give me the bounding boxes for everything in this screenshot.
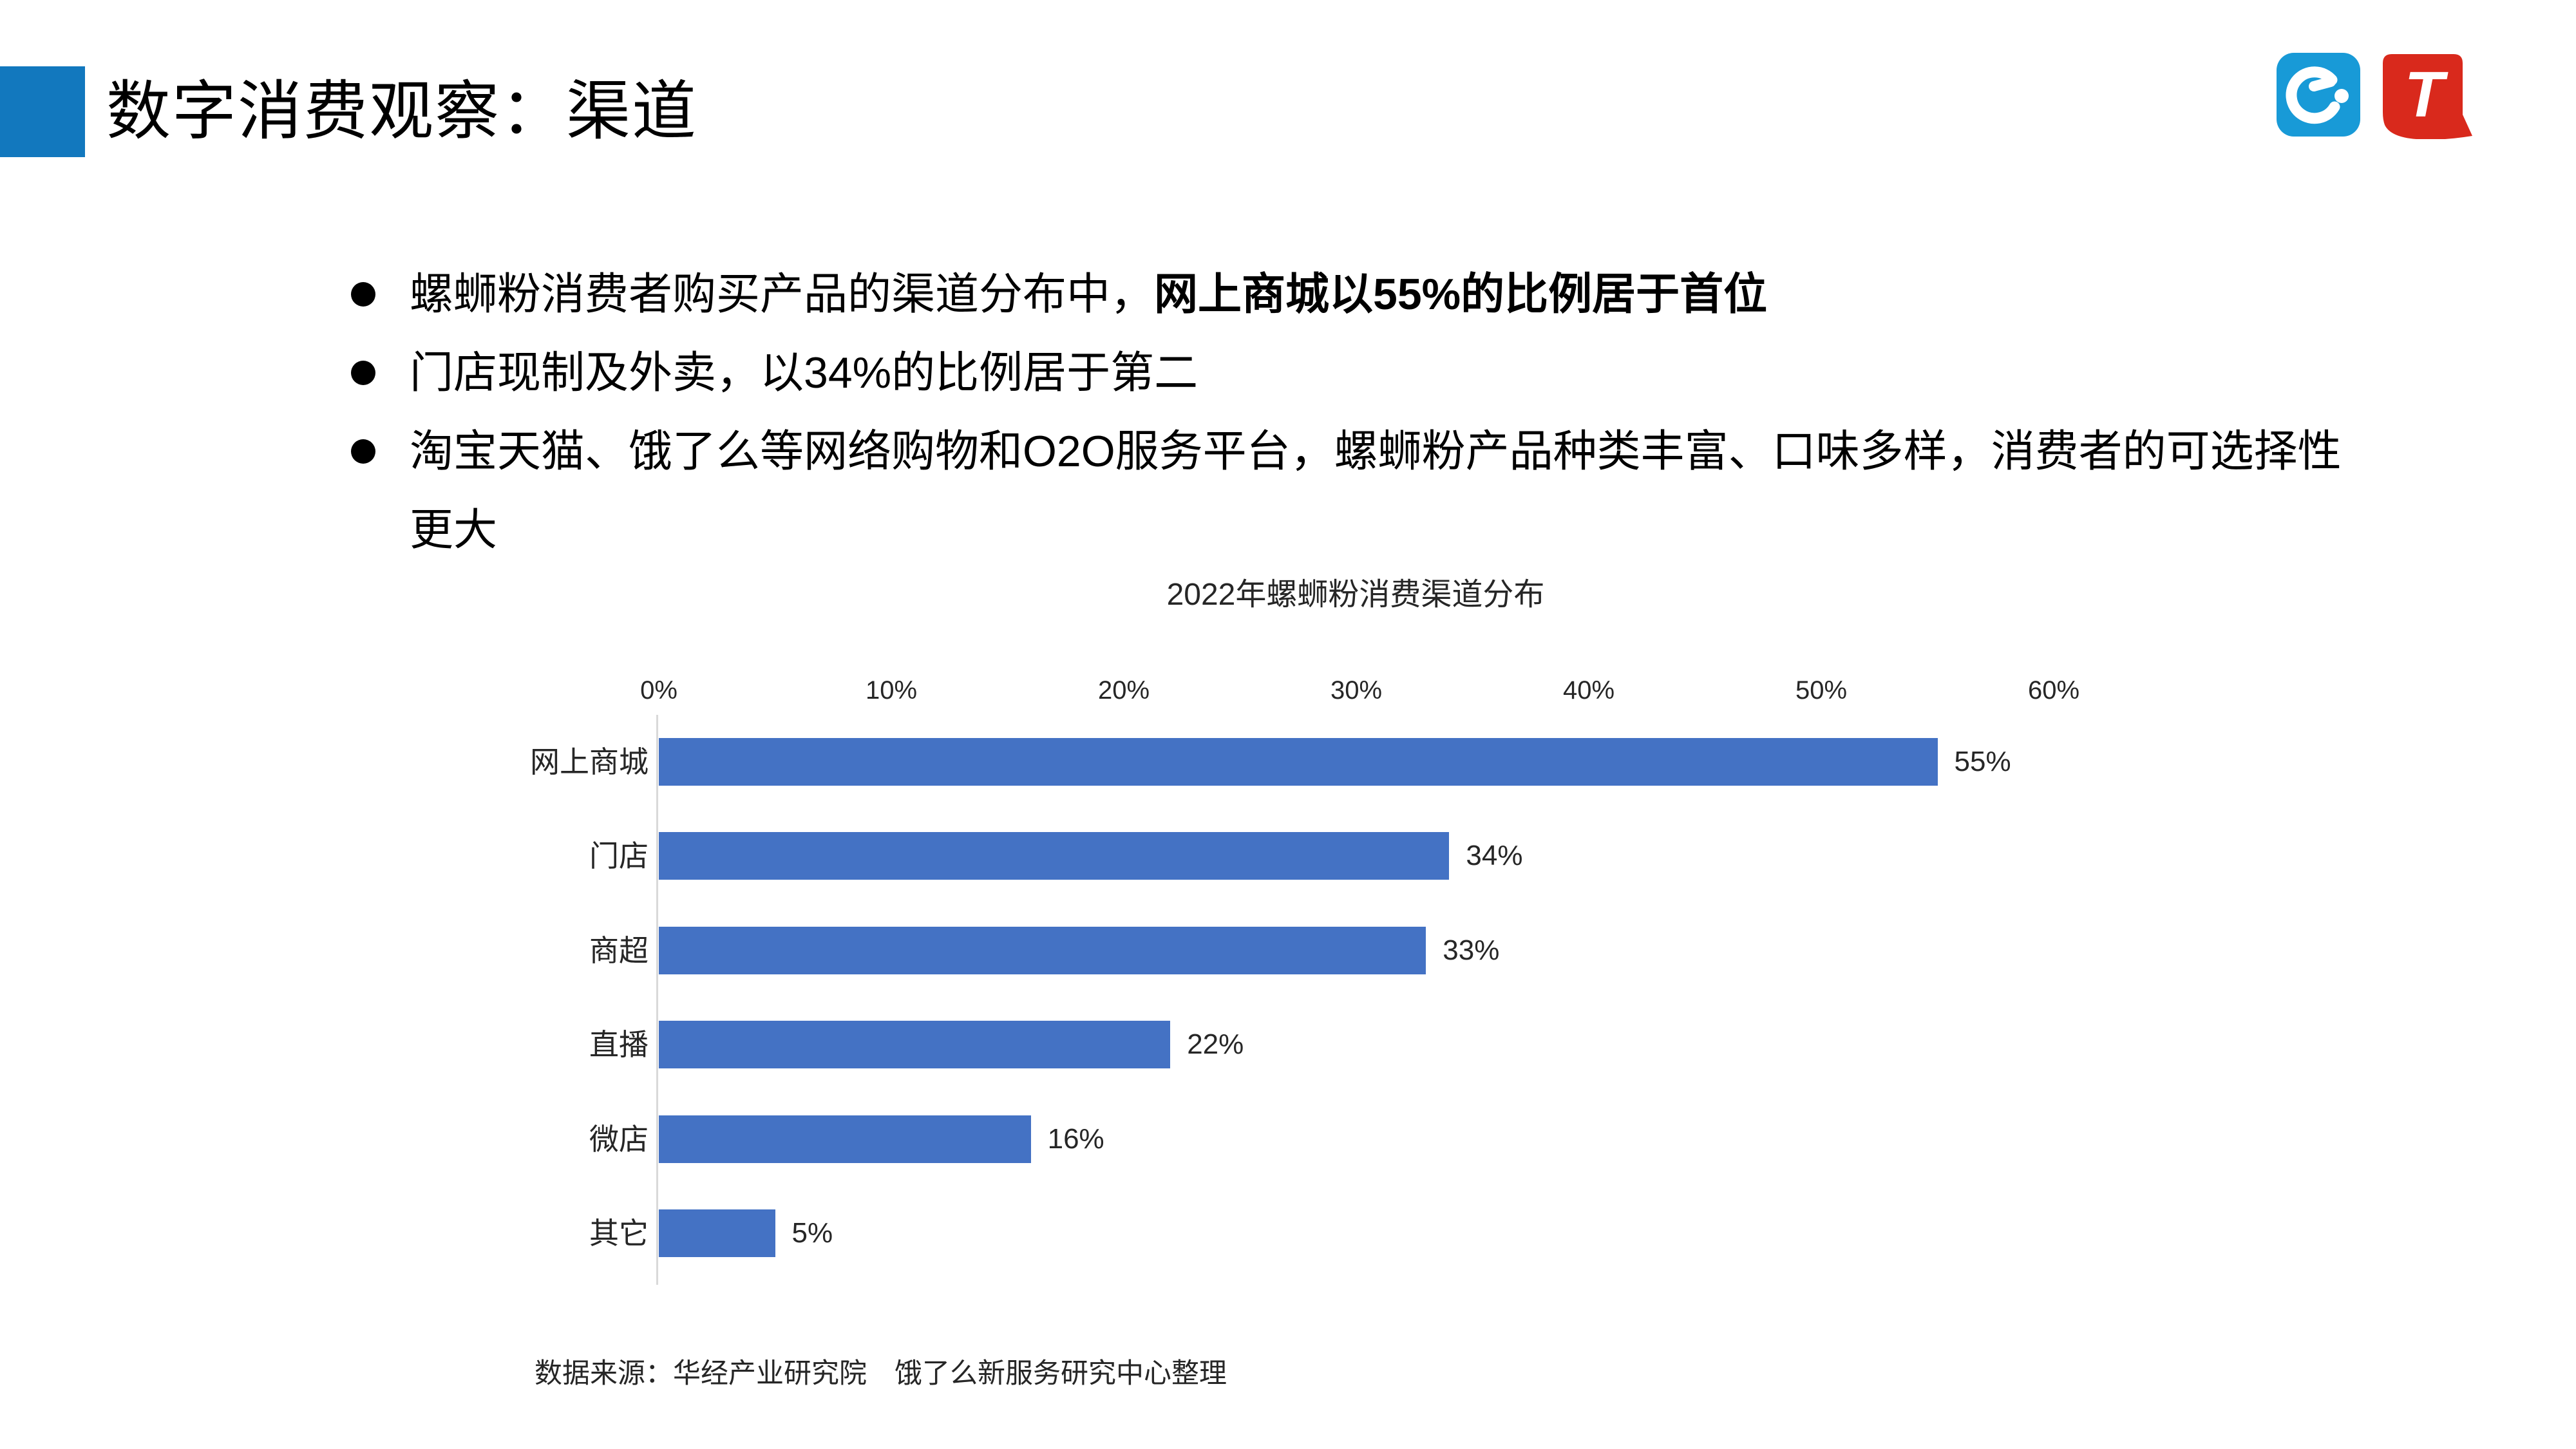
chart-title: 2022年螺蛳粉消费渠道分布 bbox=[1166, 578, 1545, 612]
bar-row: 门店 34% bbox=[0, 832, 2576, 880]
bar bbox=[659, 1115, 1031, 1163]
t-logo-icon: T bbox=[2383, 54, 2472, 140]
bar bbox=[659, 926, 1426, 974]
x-tick: 30% bbox=[1330, 676, 1383, 705]
bar-row: 商超 33% bbox=[0, 926, 2576, 974]
bullet-text-normal: 淘宝天猫、饿了么等网络购物和O2O服务平台，螺蛳粉产品种类丰富、口味多样，消费者… bbox=[410, 427, 2342, 554]
eleme-logo-icon bbox=[2277, 53, 2360, 137]
bullet-item: 螺蛳粉消费者购买产品的渠道分布中，网上商城以55%的比例居于首位 bbox=[351, 255, 2360, 334]
bar-row: 网上商城 55% bbox=[0, 738, 2576, 786]
bullet-text-bold: 网上商城以55%的比例居于首位 bbox=[1154, 270, 1768, 319]
t-logo-letter: T bbox=[2404, 59, 2448, 131]
bullet-list: 螺蛳粉消费者购买产品的渠道分布中，网上商城以55%的比例居于首位 门店现制及外卖… bbox=[351, 255, 2360, 569]
value-label: 55% bbox=[1954, 746, 2011, 777]
source-note: 数据来源：华经产业研究院 饿了么新服务研究中心整理 bbox=[535, 1358, 1227, 1389]
bullet-item: 淘宝天猫、饿了么等网络购物和O2O服务平台，螺蛳粉产品种类丰富、口味多样，消费者… bbox=[351, 412, 2360, 569]
bar-row: 微店 16% bbox=[0, 1115, 2576, 1163]
bar-row: 直播 22% bbox=[0, 1021, 2576, 1069]
bullet-text-normal: 螺蛳粉消费者购买产品的渠道分布中， bbox=[410, 270, 1155, 319]
x-tick: 40% bbox=[1562, 676, 1615, 705]
value-label: 34% bbox=[1466, 840, 1523, 872]
category-label: 商超 bbox=[589, 933, 649, 967]
bullet-dot bbox=[351, 361, 375, 385]
bullet-text-normal: 门店现制及外卖，以34%的比例居于第二 bbox=[410, 348, 1198, 397]
x-tick: 50% bbox=[1795, 676, 1848, 705]
value-label: 5% bbox=[791, 1217, 833, 1249]
bullet-item: 门店现制及外卖，以34%的比例居于第二 bbox=[351, 334, 2360, 412]
x-tick: 0% bbox=[640, 676, 677, 705]
x-tick: 20% bbox=[1097, 676, 1150, 705]
bar bbox=[659, 832, 1450, 880]
bullet-dot bbox=[351, 439, 375, 464]
value-label: 33% bbox=[1443, 934, 1500, 966]
page-title: 数字消费观察：渠道 bbox=[106, 75, 697, 147]
bar bbox=[659, 738, 1938, 786]
eleme-logo bbox=[2277, 53, 2360, 137]
category-label: 微店 bbox=[589, 1122, 649, 1156]
bar-row: 其它 5% bbox=[0, 1209, 2576, 1257]
value-label: 16% bbox=[1047, 1122, 1104, 1155]
x-tick: 60% bbox=[2027, 676, 2080, 705]
accent-square bbox=[0, 66, 85, 157]
category-label: 其它 bbox=[589, 1217, 649, 1250]
t-logo: T bbox=[2382, 53, 2473, 140]
bullet-text: 螺蛳粉消费者购买产品的渠道分布中，网上商城以55%的比例居于首位 bbox=[410, 255, 2354, 334]
bullet-text: 淘宝天猫、饿了么等网络购物和O2O服务平台，螺蛳粉产品种类丰富、口味多样，消费者… bbox=[410, 412, 2354, 569]
bullet-text: 门店现制及外卖，以34%的比例居于第二 bbox=[410, 334, 2354, 412]
value-label: 22% bbox=[1187, 1028, 1244, 1061]
category-label: 直播 bbox=[589, 1028, 649, 1062]
x-tick: 10% bbox=[865, 676, 918, 705]
bar bbox=[659, 1021, 1171, 1069]
bar bbox=[659, 1209, 775, 1257]
y-axis-line bbox=[656, 715, 658, 1285]
category-label: 网上商城 bbox=[530, 745, 649, 779]
category-label: 门店 bbox=[589, 839, 649, 873]
bullet-dot bbox=[351, 282, 375, 307]
